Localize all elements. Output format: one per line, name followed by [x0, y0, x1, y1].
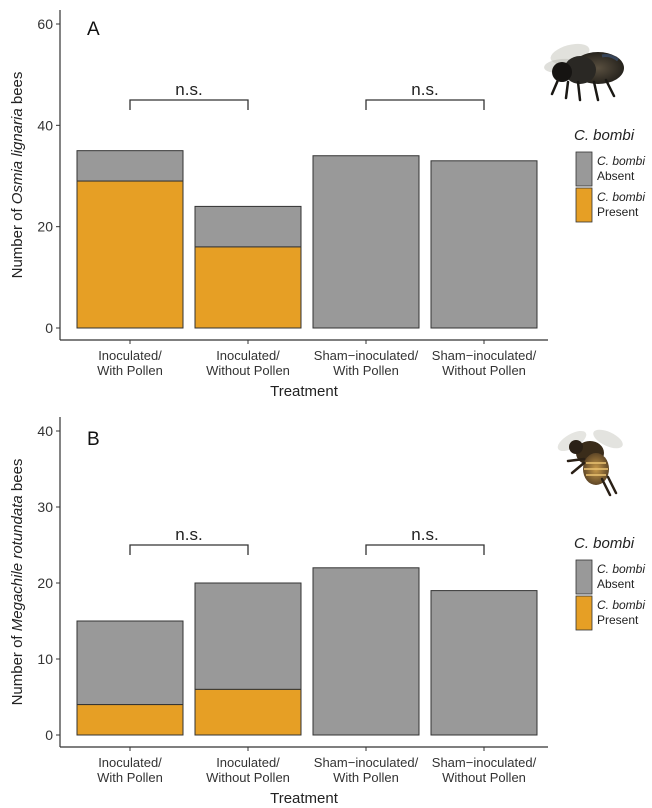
significance-label: n.s. — [411, 80, 438, 99]
legend-swatch — [575, 151, 593, 187]
bar-absent — [194, 205, 302, 248]
y-axis-title: Number of Osmia lignaria bees — [9, 72, 26, 279]
y-tick-label: 10 — [37, 651, 53, 667]
x-tick-label: Inoculated/ — [216, 348, 280, 363]
mason-bee-icon — [544, 43, 624, 102]
x-tick-label: Inoculated/ — [98, 348, 162, 363]
significance-label: n.s. — [175, 525, 202, 544]
y-tick-label: 60 — [37, 16, 53, 32]
x-tick-label: Sham−inoculated/ — [432, 348, 537, 363]
bar-absent — [194, 582, 302, 690]
x-tick-label: Without Pollen — [206, 363, 290, 378]
bar-absent — [312, 155, 420, 329]
x-tick-label: Without Pollen — [442, 770, 526, 785]
y-tick-label: 30 — [37, 499, 53, 515]
x-tick-label: Inoculated/ — [98, 755, 162, 770]
bar-absent — [430, 160, 538, 329]
x-axis-title: Treatment — [270, 790, 339, 807]
x-tick-label: Sham−inoculated/ — [314, 348, 419, 363]
legend-title: C. bombi — [574, 127, 635, 144]
significance-bracket — [129, 99, 249, 110]
legend-label: C. bombi — [597, 562, 645, 576]
leafcutter-bee-icon — [557, 429, 623, 497]
y-tick-label: 40 — [37, 423, 53, 439]
legend-swatch — [575, 187, 593, 223]
y-tick-label: 0 — [45, 320, 53, 336]
significance-label: n.s. — [175, 80, 202, 99]
bar-present — [76, 704, 184, 736]
significance-label: n.s. — [411, 525, 438, 544]
x-tick-label: With Pollen — [97, 363, 163, 378]
significance-bracket — [365, 99, 485, 110]
y-axis-title: Number of Megachile rotundata bees — [9, 459, 26, 706]
legend-swatch — [575, 559, 593, 595]
x-tick-label: Without Pollen — [442, 363, 526, 378]
y-tick-label: 40 — [37, 117, 53, 133]
x-tick-label: With Pollen — [333, 363, 399, 378]
bar-absent — [312, 567, 420, 736]
panel-label: A — [87, 19, 100, 40]
legend-label: Present — [597, 205, 639, 219]
legend-label: Present — [597, 613, 639, 627]
panel-label: B — [87, 429, 100, 450]
legend-label: Absent — [597, 577, 635, 591]
y-tick-label: 20 — [37, 219, 53, 235]
bar-present — [194, 688, 302, 736]
significance-bracket — [365, 544, 485, 555]
x-tick-label: With Pollen — [97, 770, 163, 785]
significance-bracket — [129, 544, 249, 555]
bar-absent — [76, 150, 184, 182]
bar-present — [76, 180, 184, 329]
legend-title: C. bombi — [574, 535, 635, 552]
legend-label: C. bombi — [597, 598, 645, 612]
y-tick-label: 0 — [45, 727, 53, 743]
y-tick-label: 20 — [37, 575, 53, 591]
legend-label: Absent — [597, 169, 635, 183]
x-tick-label: Sham−inoculated/ — [432, 755, 537, 770]
x-tick-label: Sham−inoculated/ — [314, 755, 419, 770]
bar-absent — [76, 620, 184, 706]
bar-absent — [430, 590, 538, 736]
x-tick-label: Without Pollen — [206, 770, 290, 785]
x-axis-title: Treatment — [270, 383, 339, 400]
legend-label: C. bombi — [597, 154, 645, 168]
bar-present — [194, 246, 302, 329]
x-tick-label: Inoculated/ — [216, 755, 280, 770]
legend-label: C. bombi — [597, 190, 645, 204]
legend-swatch — [575, 595, 593, 631]
x-tick-label: With Pollen — [333, 770, 399, 785]
